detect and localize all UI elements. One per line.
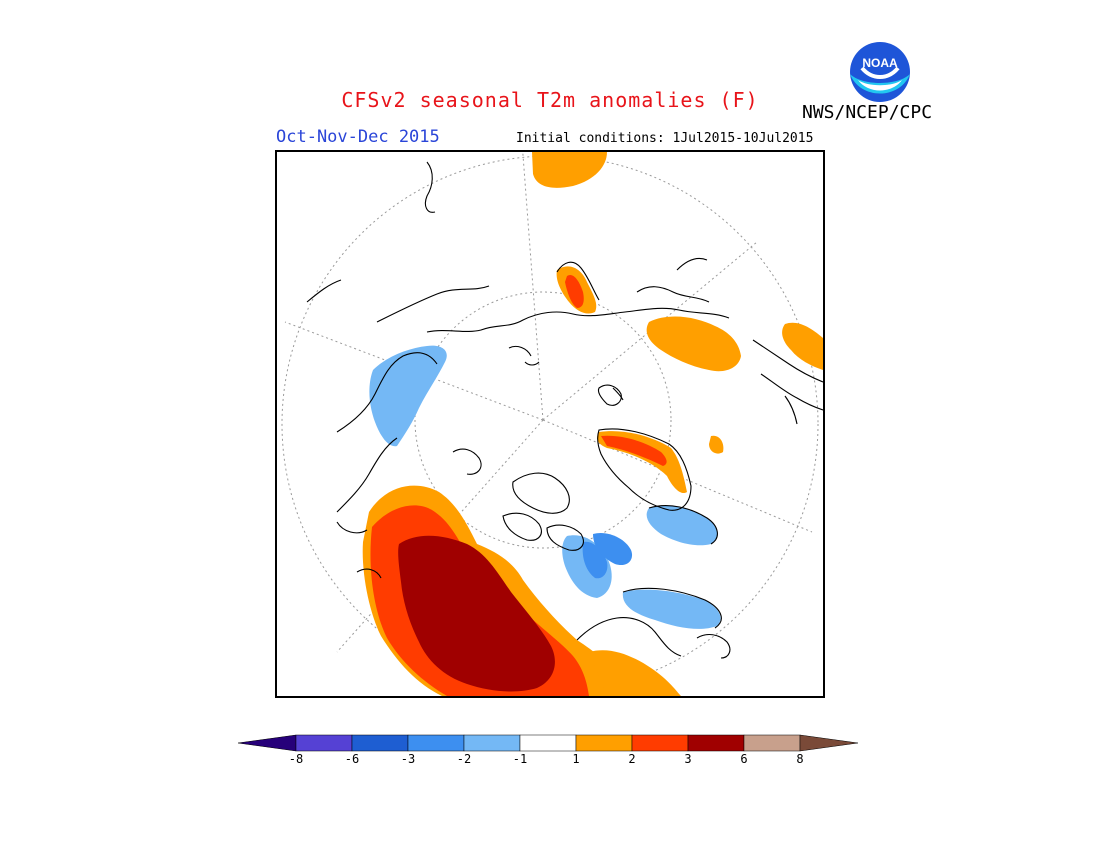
anomaly-warm-orange-siberia-east <box>646 316 741 372</box>
colorbar-swatch <box>631 734 689 752</box>
colorbar-swatch <box>519 734 577 752</box>
anomaly-warm-red-greenland <box>601 435 667 466</box>
season-label: Oct-Nov-Dec 2015 <box>276 127 440 147</box>
anomaly-warm-orange-hudson <box>589 650 681 696</box>
anomaly-cool-baffin <box>622 589 721 629</box>
anomaly-warm-orange-siberia-edge <box>782 322 823 370</box>
noaa-logo: NOAA <box>848 40 912 104</box>
colorbar-swatch <box>295 734 353 752</box>
colorbar-tick-label: 1 <box>572 752 580 766</box>
anomaly-warm-orange-small <box>709 435 724 454</box>
colorbar-swatch <box>575 734 633 752</box>
meridians <box>284 152 813 653</box>
initial-conditions-label: Initial conditions: 1Jul2015-10Jul2015 <box>516 131 814 146</box>
colorbar-swatch <box>351 734 409 752</box>
coastlines <box>306 161 823 659</box>
anomaly-cool-greenland <box>646 505 718 546</box>
colorbar-tick-label: 2 <box>628 752 636 766</box>
anomaly-cool-siberia <box>369 345 447 447</box>
colorbar-tick-label: 3 <box>684 752 692 766</box>
anomaly-warm-darkred-west <box>398 535 555 692</box>
anomaly-warm-red-novaya <box>565 274 584 308</box>
colorbar-tick-label: -6 <box>344 752 360 766</box>
chart-title: CFSv2 seasonal T2m anomalies (F) <box>341 88 759 112</box>
colorbar-tick-label: -2 <box>456 752 472 766</box>
colorbar-tick-label: -8 <box>288 752 304 766</box>
anomaly-cool-canada-mid <box>582 541 608 579</box>
colorbar-tick-label: 6 <box>740 752 748 766</box>
colorbar-tick-label: -3 <box>400 752 416 766</box>
colorbar-swatch <box>743 734 801 752</box>
noaa-logo-text: NOAA <box>862 56 898 70</box>
colorbar-swatch <box>687 734 745 752</box>
colorbar-tick-label: 8 <box>796 752 804 766</box>
colorbar-tick-label: -1 <box>512 752 528 766</box>
colorbar-svg <box>237 734 859 752</box>
colorbar-cap-low <box>237 734 297 752</box>
colorbar <box>237 733 862 773</box>
colorbar-swatch <box>463 734 521 752</box>
agency-label: NWS/NCEP/CPC <box>802 102 933 123</box>
anomaly-warm-orange-north <box>532 152 607 188</box>
colorbar-swatch <box>407 734 465 752</box>
map-boundary <box>281 155 819 693</box>
colorbar-cap-high <box>799 734 859 752</box>
map-panel <box>275 150 825 698</box>
anomaly-cool-islands <box>593 532 633 566</box>
polar-map <box>281 152 823 696</box>
latitude-circle <box>414 291 672 549</box>
